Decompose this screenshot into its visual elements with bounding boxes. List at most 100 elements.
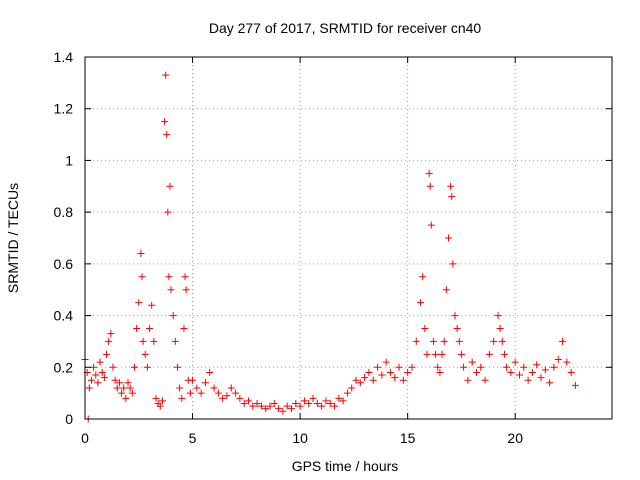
data-point bbox=[257, 402, 265, 410]
x-tick-label: 20 bbox=[507, 430, 523, 446]
data-point bbox=[419, 273, 427, 281]
data-point bbox=[421, 325, 429, 332]
data-points bbox=[81, 71, 579, 423]
y-tick-label: 0.8 bbox=[54, 204, 74, 220]
y-axis-label: SRMTID / TECUs bbox=[5, 183, 21, 293]
data-point bbox=[287, 405, 295, 413]
x-axis-label: GPS time / hours bbox=[292, 458, 399, 474]
data-point bbox=[369, 376, 377, 384]
data-point bbox=[206, 368, 214, 376]
data-point bbox=[98, 368, 106, 376]
data-point bbox=[434, 363, 442, 371]
data-point bbox=[438, 350, 446, 358]
data-point bbox=[494, 312, 502, 320]
data-point bbox=[453, 325, 461, 332]
data-point bbox=[193, 384, 201, 392]
data-point bbox=[481, 376, 489, 384]
data-point bbox=[322, 397, 330, 405]
data-point bbox=[348, 384, 356, 392]
data-point bbox=[186, 389, 194, 397]
data-point bbox=[171, 337, 179, 345]
data-point bbox=[148, 301, 156, 309]
data-point bbox=[109, 363, 117, 371]
data-point bbox=[399, 376, 407, 384]
data-point bbox=[266, 402, 274, 410]
data-point bbox=[146, 325, 154, 332]
data-point bbox=[352, 376, 360, 384]
data-point bbox=[141, 350, 149, 358]
data-point bbox=[253, 399, 261, 407]
data-point bbox=[100, 374, 108, 382]
data-point bbox=[137, 250, 145, 258]
data-point bbox=[164, 208, 172, 216]
data-point bbox=[189, 376, 197, 384]
data-point bbox=[440, 337, 448, 345]
data-point bbox=[326, 399, 334, 407]
data-point bbox=[139, 337, 147, 345]
data-point bbox=[244, 397, 252, 405]
data-point bbox=[335, 394, 343, 402]
data-point bbox=[460, 363, 468, 371]
data-point bbox=[516, 371, 524, 379]
data-point bbox=[559, 337, 567, 345]
data-point bbox=[423, 350, 431, 358]
data-point bbox=[427, 221, 435, 229]
y-tick-label: 0.6 bbox=[54, 256, 74, 272]
y-tick-label: 1.2 bbox=[54, 101, 74, 117]
data-point bbox=[124, 379, 132, 387]
data-point bbox=[120, 384, 128, 392]
data-point bbox=[331, 402, 339, 410]
data-point bbox=[339, 397, 347, 405]
x-tick-label: 5 bbox=[189, 430, 197, 446]
y-tick-label: 0 bbox=[65, 411, 73, 427]
data-point bbox=[490, 337, 498, 345]
data-point bbox=[173, 363, 181, 371]
data-point bbox=[167, 286, 175, 294]
data-point bbox=[163, 131, 171, 139]
data-point bbox=[449, 260, 457, 268]
data-point bbox=[158, 397, 166, 405]
data-point bbox=[448, 193, 456, 201]
data-point bbox=[571, 381, 579, 389]
data-point bbox=[232, 389, 240, 397]
data-point bbox=[262, 405, 270, 413]
data-point bbox=[391, 374, 399, 382]
data-point bbox=[103, 350, 111, 358]
y-tick-label: 1.4 bbox=[54, 49, 74, 65]
data-point bbox=[223, 392, 231, 400]
data-point bbox=[126, 384, 134, 392]
data-point bbox=[240, 399, 248, 407]
data-point bbox=[128, 389, 136, 397]
data-point bbox=[457, 350, 465, 358]
data-point bbox=[197, 389, 205, 397]
data-point bbox=[111, 376, 119, 384]
y-tick-label: 0.4 bbox=[54, 308, 74, 324]
data-point bbox=[180, 325, 188, 332]
data-point bbox=[472, 368, 480, 376]
data-point bbox=[503, 363, 511, 371]
data-point bbox=[447, 182, 455, 190]
data-point bbox=[313, 399, 321, 407]
data-point bbox=[546, 379, 554, 387]
data-point bbox=[498, 337, 506, 345]
chart-title: Day 277 of 2017, SRMTID for receiver cn4… bbox=[209, 20, 482, 36]
data-point bbox=[356, 379, 364, 387]
data-point bbox=[219, 394, 227, 402]
data-point bbox=[236, 394, 244, 402]
data-point bbox=[426, 182, 434, 190]
data-point bbox=[165, 273, 173, 281]
data-point bbox=[496, 325, 504, 332]
data-point bbox=[130, 363, 138, 371]
data-point bbox=[507, 368, 515, 376]
data-point bbox=[404, 368, 412, 376]
data-point bbox=[135, 299, 143, 307]
data-point bbox=[85, 384, 93, 392]
data-point bbox=[524, 376, 532, 384]
data-point bbox=[343, 389, 351, 397]
data-point bbox=[567, 368, 575, 376]
x-tick-label: 10 bbox=[292, 430, 308, 446]
data-point bbox=[382, 358, 390, 366]
data-point bbox=[227, 384, 235, 392]
data-point bbox=[318, 402, 326, 410]
